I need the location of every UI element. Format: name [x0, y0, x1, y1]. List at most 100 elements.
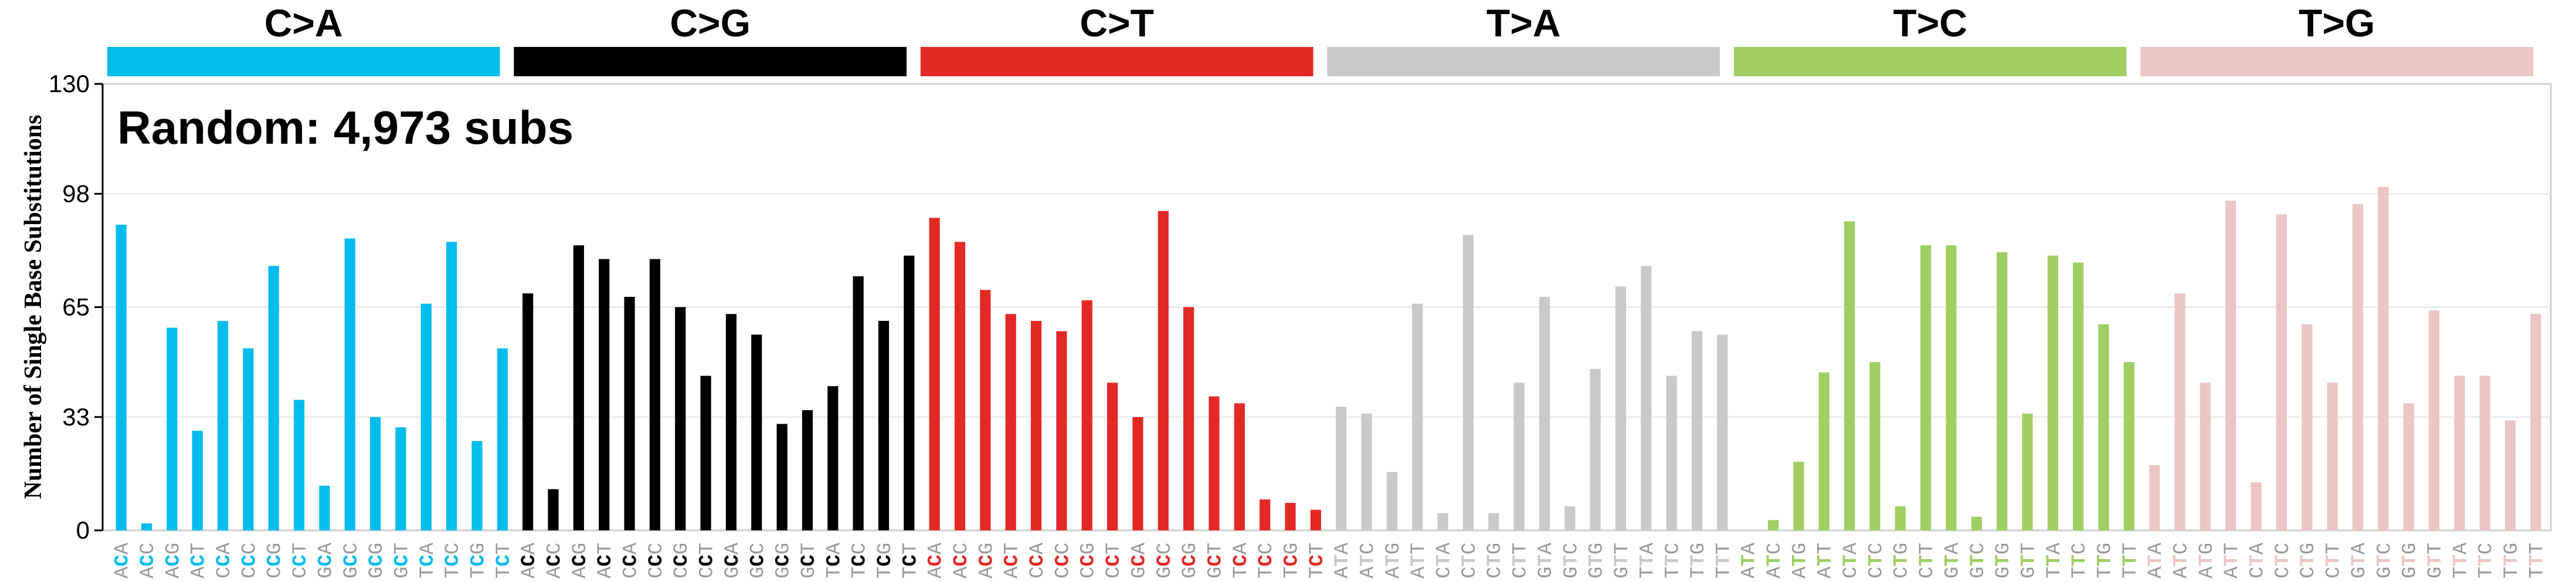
x-tick-label-letter: A [2450, 542, 2472, 554]
x-tick-label: CTG [1891, 543, 1913, 578]
x-tick-label-letter: T [697, 543, 719, 554]
x-tick-label-letter: A [1383, 566, 1405, 578]
x-tick-label-letter: C [417, 554, 439, 566]
x-tick-label-letter: T [1688, 567, 1710, 578]
x-tick-label: GCT [391, 543, 413, 578]
x-tick-label-letter: C [1255, 554, 1278, 566]
x-tick-label: GTG [1586, 543, 1608, 578]
bar [1793, 461, 1804, 530]
x-tick-label-letter: C [341, 543, 363, 554]
bar [1386, 472, 1397, 530]
x-tick-label-letter: T [1103, 543, 1125, 554]
bar [243, 348, 254, 530]
x-tick-label-letter: C [2297, 567, 2320, 578]
x-tick-label-letter: C [620, 554, 643, 566]
x-tick-label: CCC [1052, 543, 1074, 578]
x-tick-label-letter: T [2526, 543, 2548, 554]
x-tick-label-letter: T [2069, 554, 2091, 566]
x-tick-label-letter: G [874, 543, 897, 554]
x-tick-label: ATC [2171, 543, 2193, 578]
x-tick-label: GCG [366, 543, 388, 578]
x-tick-label-letter: C [239, 543, 261, 554]
x-tick-label-letter: C [112, 554, 134, 566]
x-tick-label-letter: T [1713, 543, 1735, 554]
x-tick-label: TTG [2094, 543, 2116, 578]
bar [853, 276, 864, 530]
x-tick-label: TTC [2476, 543, 2498, 578]
x-tick-label: ATG [2196, 543, 2218, 578]
x-tick-label: GTA [2348, 542, 2371, 578]
x-tick-label-letter: T [493, 567, 515, 578]
x-tick-label-letter: A [1128, 542, 1150, 554]
x-tick-label-letter: C [2247, 567, 2269, 578]
x-tick-label-letter: A [1815, 566, 1837, 578]
x-tick-label-letter: A [1789, 566, 1811, 578]
x-tick-label-letter: T [2425, 543, 2447, 554]
x-tick-label-letter: C [1560, 543, 1583, 554]
x-tick-label-letter: A [188, 566, 211, 578]
x-tick-label: TCG [467, 543, 490, 578]
x-tick-label-letter: G [2196, 543, 2218, 554]
x-tick-label-letter: A [722, 542, 744, 554]
x-tick-label-letter: G [1484, 543, 1506, 554]
x-tick-label: GCG [773, 543, 795, 578]
x-tick-label-letter: T [2018, 554, 2040, 566]
bar [929, 218, 940, 530]
x-tick-label-letter: C [2476, 543, 2498, 554]
x-tick-label-letter: T [900, 567, 922, 578]
x-tick-label-letter: C [1128, 554, 1150, 566]
bar [725, 314, 737, 530]
x-tick-label: TCC [1255, 543, 1278, 578]
x-tick-label-letter: C [1052, 554, 1074, 566]
x-tick-label-letter: C [1967, 543, 1990, 554]
bar [954, 242, 966, 530]
x-tick-label-letter: C [925, 554, 948, 566]
x-tick-label-letter: T [442, 567, 464, 578]
bar [446, 242, 457, 530]
x-tick-label: TTT [1713, 543, 1735, 578]
x-tick-label-letter: C [213, 567, 236, 578]
x-tick-label-letter: T [1204, 543, 1227, 554]
x-tick-label-letter: T [2323, 543, 2346, 554]
x-tick-label-letter: A [620, 542, 643, 554]
x-tick-label-letter: G [1128, 567, 1150, 578]
x-tick-label: CTG [2297, 543, 2320, 578]
x-tick-label-letter: T [1637, 567, 1659, 578]
x-tick-label-letter: T [823, 567, 846, 578]
group-header-bar [1733, 47, 2127, 76]
x-tick-label: ACG [976, 543, 998, 578]
x-tick-label-letter: C [671, 567, 693, 578]
x-tick-label-letter: A [2044, 542, 2066, 554]
x-tick-label: CTA [1840, 542, 1862, 578]
x-tick-label-letter: C [747, 543, 769, 554]
x-tick-label-letter: T [1865, 554, 1888, 566]
group-headers: C>A C>G C>T T>A T>C T>G [107, 1, 2533, 76]
x-tick-label-letter: C [1002, 554, 1024, 566]
x-tick-label: GTT [2018, 543, 2040, 578]
x-tick-label-letter: C [2323, 567, 2346, 578]
x-tick-label-letter: T [900, 543, 922, 554]
x-tick-label: TTA [2044, 542, 2066, 578]
x-tick-label-letter: G [1281, 543, 1303, 554]
x-tick-label-letter: C [518, 554, 541, 566]
x-tick-label-letter: G [1789, 543, 1811, 554]
x-tick-label-letter: C [137, 543, 159, 554]
bar [268, 266, 279, 530]
bar [1946, 245, 1957, 530]
bar [217, 320, 229, 530]
x-tick-label: ACT [1002, 543, 1024, 578]
x-tick-label-letter: T [290, 543, 312, 554]
x-tick-label-letter: T [874, 567, 897, 578]
x-tick-label: CCA [1027, 542, 1049, 578]
bar [2225, 201, 2236, 530]
x-tick-label: ACG [162, 543, 185, 578]
x-tick-label-letter: T [1993, 554, 2015, 566]
bar [1488, 513, 1499, 530]
bar [2302, 324, 2313, 530]
x-tick-label-letter: C [697, 567, 719, 578]
bar [2073, 262, 2084, 530]
x-tick-label: GTC [2374, 543, 2396, 578]
x-tick-label-letter: T [1560, 554, 1583, 566]
x-tick-label: CCT [290, 543, 312, 578]
bar [344, 238, 355, 530]
